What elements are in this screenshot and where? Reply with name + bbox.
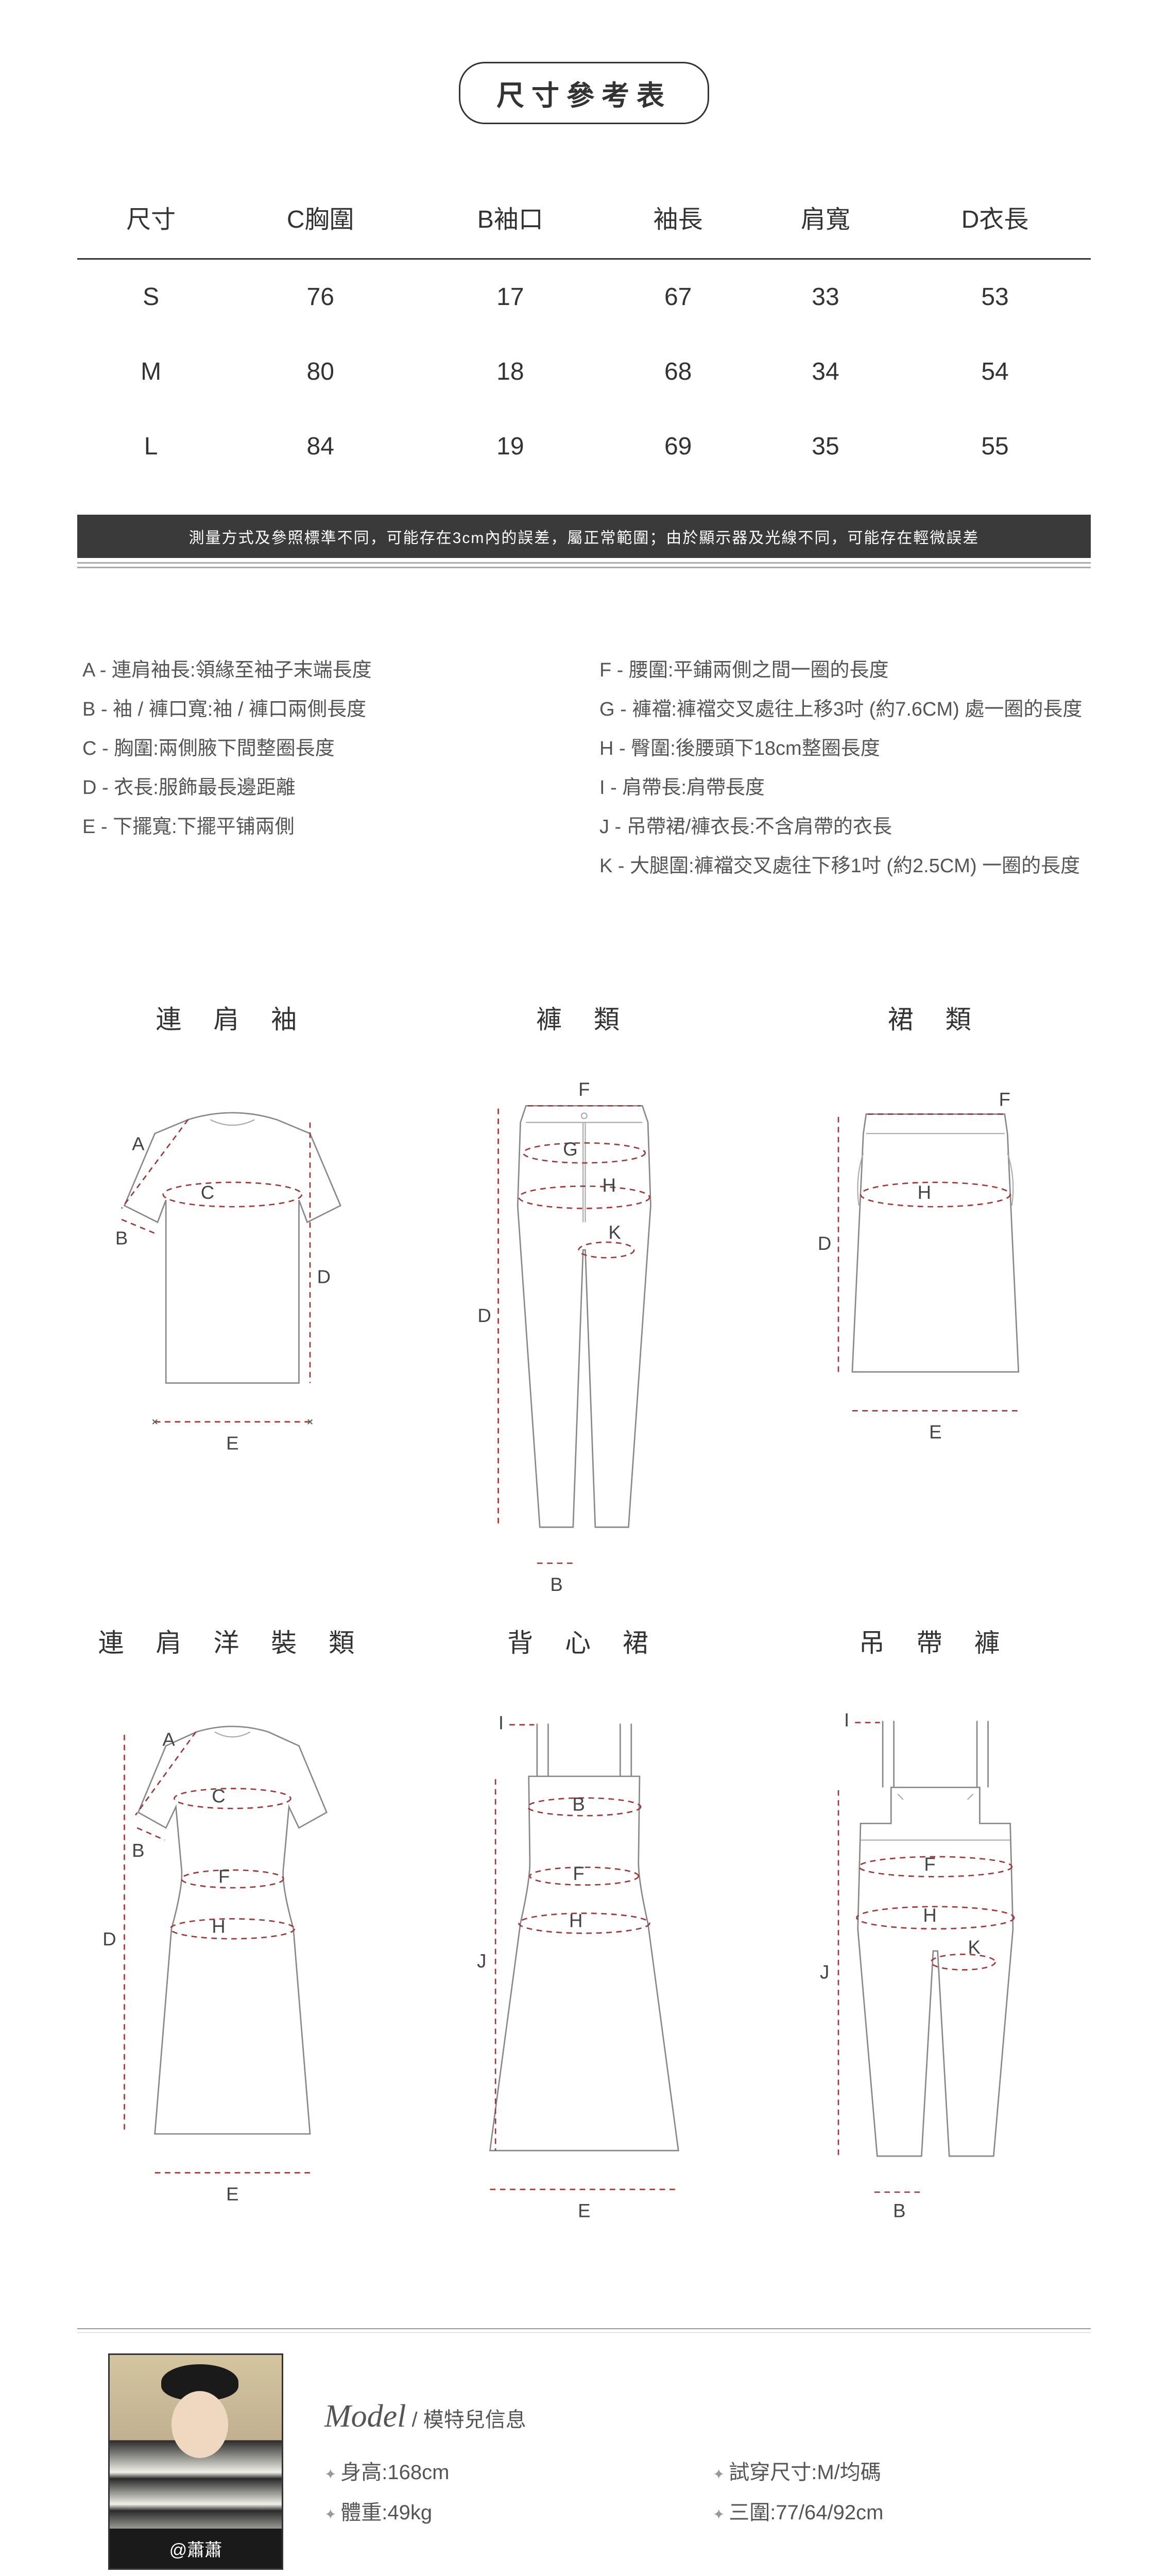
table-cell: 55: [899, 409, 1091, 484]
diagram-raglan-dress: 連 肩 洋 裝 類 A B C F H D E: [77, 1622, 388, 2225]
diagram-title: 連 肩 洋 裝 類: [77, 1622, 388, 1659]
svg-text:H: H: [918, 1182, 931, 1203]
stat-weight: 體重:49kg: [324, 2496, 672, 2526]
table-cell: 54: [899, 334, 1091, 409]
definition-item: J - 吊帶裙/褲衣長:不含肩帶的衣長: [599, 807, 1086, 846]
size-table: 尺寸C胸圍B袖口袖長肩寬D衣長 S7617673353M8018683454L8…: [77, 176, 1091, 484]
definition-item: E - 下擺寬:下擺平铺兩側: [82, 807, 569, 846]
definition-item: H - 臀圍:後腰頭下18cm整圈長度: [599, 729, 1086, 768]
table-cell: 67: [604, 259, 751, 335]
svg-text:B: B: [132, 1840, 144, 1861]
definition-item: G - 褲襠:褲襠交叉處往上移3吋 (約7.6CM) 處一圈的長度: [599, 690, 1086, 729]
diagram-title: 裙 類: [780, 999, 1091, 1036]
svg-text:E: E: [929, 1421, 941, 1443]
table-header: 尺寸: [77, 176, 225, 259]
table-row: M8018683454: [77, 334, 1091, 409]
table-cell: M: [77, 334, 225, 409]
svg-text:E: E: [578, 2200, 590, 2222]
model-stats: 身高:168cm 試穿尺寸:M/均碼 體重:49kg 三圍:77/64/92cm: [324, 2455, 1060, 2526]
table-cell: 53: [899, 259, 1091, 335]
model-caption: @蕭蕭: [110, 2529, 282, 2568]
table-cell: 80: [225, 334, 416, 409]
table-header: B袖口: [416, 176, 604, 259]
diagram-skirt: 裙 類 F H D E: [780, 999, 1091, 1602]
table-cell: 34: [752, 334, 899, 409]
divider: [77, 562, 1091, 568]
stat-measurements: 三圍:77/64/92cm: [713, 2496, 1060, 2526]
table-header: D衣長: [899, 176, 1091, 259]
table-cell: 19: [416, 409, 604, 484]
diagram-raglan-top: 連 肩 袖 A B C D E: [77, 999, 388, 1602]
model-photo: @蕭蕭: [108, 2353, 283, 2570]
page-title: 尺寸參考表: [77, 62, 1091, 124]
svg-text:A: A: [132, 1133, 145, 1154]
diagram-title: 連 肩 袖: [77, 999, 388, 1036]
table-row: S7617673353: [77, 259, 1091, 335]
svg-text:B: B: [894, 2200, 906, 2222]
table-cell: S: [77, 259, 225, 335]
model-heading: Model / 模特兒信息: [324, 2398, 1060, 2435]
svg-text:G: G: [563, 1139, 577, 1160]
svg-text:B: B: [572, 1794, 585, 1815]
definition-item: I - 肩帶長:肩帶長度: [599, 768, 1086, 807]
diagram-title: 吊 帶 褲: [780, 1622, 1091, 1659]
svg-text:H: H: [569, 1910, 582, 1931]
table-cell: 17: [416, 259, 604, 335]
diagram-overalls: 吊 帶 褲 I F H K J B: [780, 1622, 1091, 2225]
table-header: C胸圍: [225, 176, 416, 259]
table-cell: 33: [752, 259, 899, 335]
table-cell: 69: [604, 409, 751, 484]
model-section: @蕭蕭 Model / 模特兒信息 身高:168cm 試穿尺寸:M/均碼 體重:…: [77, 2328, 1091, 2576]
svg-text:F: F: [924, 1854, 936, 1875]
svg-text:B: B: [115, 1227, 128, 1248]
svg-text:D: D: [818, 1233, 831, 1254]
svg-text:F: F: [573, 1863, 584, 1884]
svg-text:E: E: [226, 2183, 238, 2205]
table-cell: 68: [604, 334, 751, 409]
stat-height: 身高:168cm: [324, 2455, 672, 2485]
table-cell: L: [77, 409, 225, 484]
definition-item: K - 大腿圍:褲襠交叉處往下移1吋 (約2.5CM) 一圈的長度: [599, 846, 1086, 886]
definition-item: A - 連肩袖長:領緣至袖子末端長度: [82, 651, 569, 690]
table-cell: 35: [752, 409, 899, 484]
svg-text:E: E: [226, 1433, 238, 1454]
svg-text:D: D: [102, 1928, 116, 1950]
diagram-title: 背 心 裙: [429, 1622, 740, 1659]
table-header: 袖長: [604, 176, 751, 259]
svg-text:A: A: [162, 1729, 175, 1750]
measurement-note: 測量方式及參照標準不同，可能存在3cm內的誤差，屬正常範圍；由於顯示器及光線不同…: [77, 515, 1091, 558]
table-cell: 84: [225, 409, 416, 484]
stat-size: 試穿尺寸:M/均碼: [713, 2455, 1060, 2485]
definition-item: F - 腰圍:平鋪兩側之間一圈的長度: [599, 651, 1086, 690]
definition-item: B - 袖 / 褲口寬:袖 / 褲口兩側長度: [82, 690, 569, 729]
definition-item: D - 衣長:服飾最長邊距離: [82, 768, 569, 807]
diagram-suspender-dress: 背 心 裙 I B F H J E: [429, 1622, 740, 2225]
svg-text:K: K: [968, 1937, 981, 1958]
svg-text:J: J: [820, 1962, 829, 1983]
svg-text:C: C: [201, 1182, 214, 1203]
diagrams-grid: 連 肩 袖 A B C D E 褲 類: [77, 999, 1091, 2225]
svg-text:K: K: [608, 1222, 621, 1243]
svg-text:F: F: [578, 1079, 590, 1100]
svg-text:F: F: [999, 1089, 1010, 1110]
table-cell: 76: [225, 259, 416, 335]
svg-text:B: B: [550, 1574, 562, 1595]
table-row: L8419693555: [77, 409, 1091, 484]
definition-item: C - 胸圍:兩側腋下間整圈長度: [82, 729, 569, 768]
table-cell: 18: [416, 334, 604, 409]
svg-text:I: I: [498, 1712, 503, 1733]
svg-text:C: C: [212, 1786, 225, 1807]
table-header: 肩寬: [752, 176, 899, 259]
svg-text:H: H: [602, 1175, 615, 1196]
svg-text:I: I: [844, 1709, 849, 1731]
svg-text:F: F: [218, 1866, 230, 1887]
diagram-title: 褲 類: [429, 999, 740, 1036]
definitions: A - 連肩袖長:領緣至袖子末端長度B - 袖 / 褲口寬:袖 / 褲口兩側長度…: [82, 651, 1086, 886]
diagram-pants: 褲 類 F G H K D B: [429, 999, 740, 1602]
svg-text:J: J: [477, 1951, 486, 1972]
svg-text:D: D: [317, 1266, 331, 1287]
svg-text:D: D: [477, 1305, 491, 1326]
svg-text:H: H: [923, 1905, 937, 1926]
svg-text:H: H: [212, 1916, 225, 1937]
